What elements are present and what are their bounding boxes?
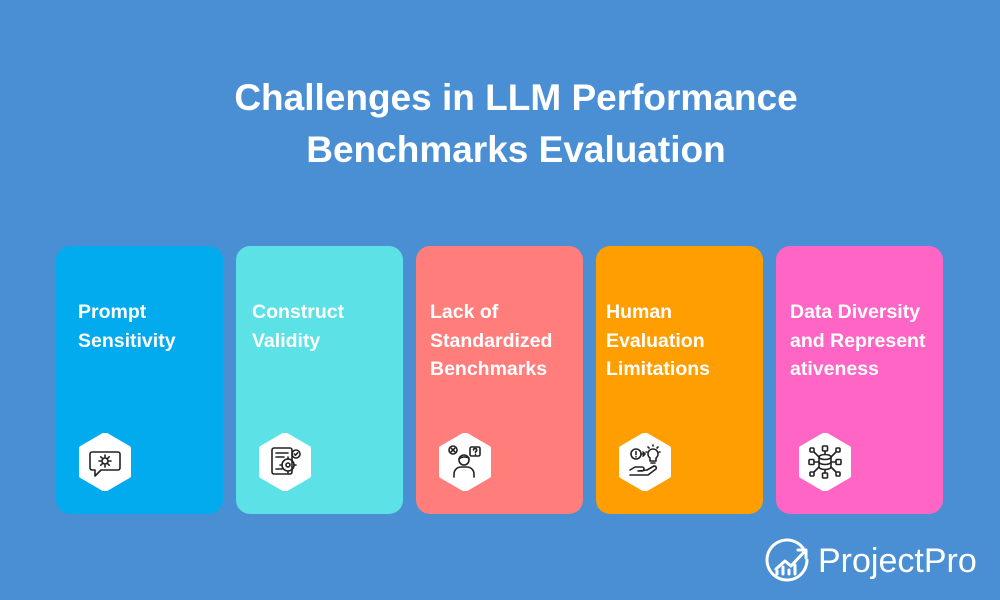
hand-lightbulb-icon (616, 433, 674, 491)
person-question-icon (436, 433, 494, 491)
card-lack-of-standardized-benchmarks: Lack of Standardized Benchmarks (416, 246, 583, 514)
projectpro-logo: ProjectPro (763, 536, 988, 586)
card-label: Human Evaluation Limitations (606, 301, 711, 380)
card-label: Construct Validity (252, 301, 345, 352)
card-prompt-sensitivity: Prompt Sensitivity (56, 246, 223, 514)
document-gear-icon (256, 433, 314, 491)
challenge-cards: Prompt Sensitivity Construct Validity (0, 246, 1000, 514)
page-title: Challenges in LLM Performance Benchmarks… (0, 72, 1000, 176)
brand-name: ProjectPro (818, 542, 977, 580)
card-data-diversity-and-representativeness: Data Diversity and Representativeness (776, 246, 943, 514)
card-label: Lack of Standardized Benchmarks (430, 301, 553, 380)
chat-gear-icon (76, 433, 134, 491)
card-construct-validity: Construct Validity (236, 246, 403, 514)
card-label: Prompt Sensitivity (78, 301, 176, 352)
database-network-icon (796, 433, 854, 491)
title-line-2: Benchmarks Evaluation (306, 129, 726, 170)
projectpro-logo-icon (765, 538, 809, 582)
card-human-evaluation-limitations: Human Evaluation Limitations (596, 246, 763, 514)
title-line-1: Challenges in LLM Performance (234, 77, 798, 118)
card-label: Data Diversity and Representativeness (790, 301, 926, 380)
